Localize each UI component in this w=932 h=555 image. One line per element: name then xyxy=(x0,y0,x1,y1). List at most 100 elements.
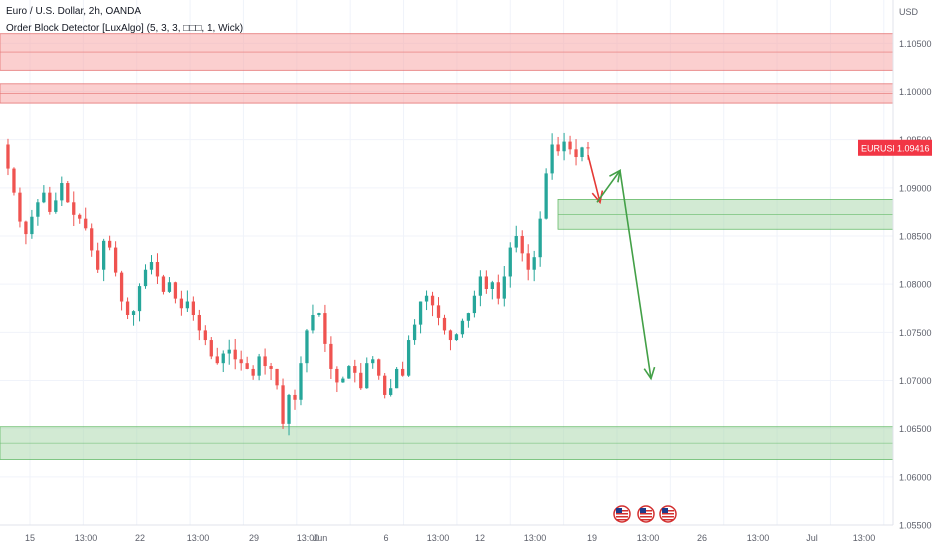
candle-body[interactable] xyxy=(442,317,447,331)
candle-body[interactable] xyxy=(42,192,46,203)
candle-body[interactable] xyxy=(90,228,94,251)
candle-body[interactable] xyxy=(436,305,441,318)
candle-body[interactable] xyxy=(317,313,321,315)
candle-body[interactable] xyxy=(418,301,423,325)
candle-body[interactable] xyxy=(556,144,560,152)
candle-body[interactable] xyxy=(60,183,64,201)
candle-body[interactable] xyxy=(245,363,249,369)
candle-body[interactable] xyxy=(84,218,88,229)
candle-body[interactable] xyxy=(6,144,10,169)
candle-body[interactable] xyxy=(36,202,40,217)
candle-body[interactable] xyxy=(107,240,112,248)
candle-body[interactable] xyxy=(113,247,118,273)
candle-body[interactable] xyxy=(412,324,417,341)
candle-body[interactable] xyxy=(329,343,333,369)
candle-body[interactable] xyxy=(574,149,578,158)
candle-body[interactable] xyxy=(484,276,488,289)
candle-body[interactable] xyxy=(580,147,584,158)
candle-body[interactable] xyxy=(335,368,339,383)
candle-body[interactable] xyxy=(532,257,536,270)
current-price-badge[interactable] xyxy=(894,139,932,156)
candle-body[interactable] xyxy=(514,236,518,248)
candle-body[interactable] xyxy=(161,276,166,292)
candle-body[interactable] xyxy=(395,368,399,389)
candle-body[interactable] xyxy=(562,141,566,152)
candle-body[interactable] xyxy=(209,340,213,357)
candle-body[interactable] xyxy=(508,247,512,277)
candle-body[interactable] xyxy=(215,356,219,364)
candle-body[interactable] xyxy=(102,240,106,270)
candle-body[interactable] xyxy=(502,276,506,299)
candle-body[interactable] xyxy=(454,334,459,341)
candle-body[interactable] xyxy=(323,313,327,344)
candle-body[interactable] xyxy=(203,330,207,341)
candle-body[interactable] xyxy=(233,349,237,360)
candle-body[interactable] xyxy=(155,262,160,277)
candle-body[interactable] xyxy=(389,388,393,395)
candle-body[interactable] xyxy=(448,330,453,341)
candle-body[interactable] xyxy=(96,250,100,270)
candle-body[interactable] xyxy=(54,200,58,212)
candle-body[interactable] xyxy=(72,202,76,215)
candle-body[interactable] xyxy=(478,276,483,296)
candle-body[interactable] xyxy=(377,359,381,376)
candle-body[interactable] xyxy=(263,356,267,367)
candle-body[interactable] xyxy=(550,144,554,174)
candle-body[interactable] xyxy=(269,366,273,369)
candle-body[interactable] xyxy=(400,368,405,376)
candle-body[interactable] xyxy=(490,282,494,289)
candle-body[interactable] xyxy=(586,147,590,149)
candle-body[interactable] xyxy=(472,295,477,314)
candle-body[interactable] xyxy=(568,141,572,150)
candle-body[interactable] xyxy=(137,286,142,312)
candle-body[interactable] xyxy=(24,221,28,235)
candle-body[interactable] xyxy=(12,168,16,193)
symbol-title[interactable]: Euro / U.S. Dollar, 2h, OANDA xyxy=(6,6,142,17)
candle-body[interactable] xyxy=(143,269,148,287)
candle-body[interactable] xyxy=(347,366,351,379)
candle-body[interactable] xyxy=(197,315,201,331)
candle-body[interactable] xyxy=(383,375,387,395)
candle-body[interactable] xyxy=(496,282,500,299)
candle-body[interactable] xyxy=(353,366,357,373)
candle-body[interactable] xyxy=(430,295,435,306)
candle-body[interactable] xyxy=(424,295,429,302)
candle-body[interactable] xyxy=(125,301,130,315)
candle-body[interactable] xyxy=(287,394,291,424)
us-flag-icon[interactable] xyxy=(613,505,631,523)
candle-body[interactable] xyxy=(257,356,261,376)
candle-body[interactable] xyxy=(544,173,548,219)
candle-body[interactable] xyxy=(281,385,285,424)
candle-body[interactable] xyxy=(30,216,34,235)
candle-body[interactable] xyxy=(538,218,542,258)
candle-body[interactable] xyxy=(18,192,22,222)
candle-body[interactable] xyxy=(119,272,124,302)
candle-body[interactable] xyxy=(227,349,231,354)
us-flag-icon[interactable] xyxy=(659,505,677,523)
candle-body[interactable] xyxy=(460,320,465,335)
candle-body[interactable] xyxy=(466,313,471,321)
candle-body[interactable] xyxy=(191,301,195,315)
candle-body[interactable] xyxy=(359,372,363,389)
candle-body[interactable] xyxy=(66,183,70,203)
candle-body[interactable] xyxy=(131,311,136,315)
indicator-title[interactable]: Order Block Detector [LuxAlgo] (5, 3, 3,… xyxy=(6,23,244,34)
candle-body[interactable] xyxy=(251,368,255,376)
us-flag-icon[interactable] xyxy=(637,505,655,523)
candle-body[interactable] xyxy=(48,192,52,212)
candle-body[interactable] xyxy=(167,282,172,292)
candle-body[interactable] xyxy=(275,368,279,386)
candle-body[interactable] xyxy=(341,378,345,383)
candle-body[interactable] xyxy=(305,330,309,364)
candle-body[interactable] xyxy=(239,359,243,364)
candle-body[interactable] xyxy=(406,340,411,376)
candle-body[interactable] xyxy=(311,315,315,331)
candle-body[interactable] xyxy=(78,214,82,219)
candle-body[interactable] xyxy=(173,282,178,299)
candle-body[interactable] xyxy=(179,298,184,309)
candle-body[interactable] xyxy=(371,359,375,364)
candle-body[interactable] xyxy=(365,363,369,389)
candle-body[interactable] xyxy=(526,253,530,270)
